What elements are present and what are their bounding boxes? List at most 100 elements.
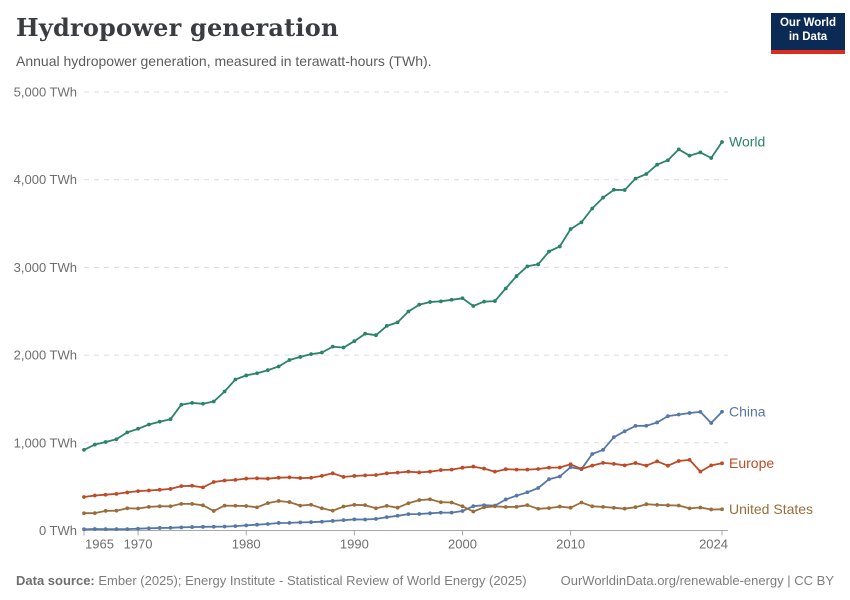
data-point — [146, 422, 151, 427]
data-point — [179, 484, 184, 489]
data-point — [406, 469, 411, 474]
data-point — [125, 506, 130, 511]
data-point — [374, 473, 378, 477]
data-point — [309, 475, 313, 480]
data-point — [720, 461, 724, 466]
y-axis-tick-label: 1,000 TWh — [14, 435, 77, 450]
data-point — [438, 468, 443, 472]
data-point — [503, 467, 508, 472]
x-axis-tick-label: 1990 — [340, 537, 369, 551]
chart-subtitle: Annual hydropower generation, measured i… — [16, 53, 432, 69]
data-point — [676, 147, 681, 152]
data-point — [709, 421, 714, 425]
data-point — [676, 503, 681, 508]
data-point — [168, 417, 173, 422]
data-point — [482, 466, 487, 471]
data-point — [622, 506, 627, 511]
footer-link[interactable]: OurWorldinData.org/renewable-energy | CC… — [560, 573, 834, 588]
data-point — [352, 502, 357, 507]
data-point — [547, 477, 551, 482]
data-point — [384, 515, 389, 520]
data-point — [666, 503, 670, 508]
data-point — [428, 300, 432, 304]
data-point — [222, 478, 227, 483]
series-label-europe[interactable]: Europe — [729, 455, 774, 471]
series-line-united-states[interactable] — [83, 498, 723, 515]
chart-svg: 0 TWh 1,000 TWh 2,000 TWh 3,000 TWh 4,000 TW… — [14, 85, 813, 552]
series-label-world[interactable]: World — [729, 133, 765, 149]
data-point — [265, 368, 270, 373]
data-point — [190, 400, 195, 405]
data-point — [265, 501, 270, 506]
data-point — [655, 502, 660, 507]
data-point — [92, 527, 97, 531]
data-point — [168, 487, 173, 491]
data-point — [547, 465, 551, 470]
data-point — [622, 429, 627, 434]
x-axis-tick-label: 2024 — [699, 537, 728, 551]
series-line-china[interactable] — [83, 410, 723, 531]
data-point — [92, 493, 97, 498]
data-point — [114, 527, 119, 532]
data-point — [298, 503, 303, 508]
data-point — [579, 467, 584, 471]
data-point — [601, 460, 605, 465]
data-point — [503, 497, 508, 502]
owid-logo[interactable]: Our World in Data — [771, 13, 845, 54]
data-point — [287, 520, 292, 525]
data-point — [644, 463, 649, 468]
data-point — [82, 448, 86, 452]
x-axis-tick-label: 2010 — [556, 537, 585, 551]
data-point — [633, 423, 638, 428]
data-point — [157, 487, 162, 492]
data-point — [255, 505, 259, 510]
data-point — [611, 187, 616, 192]
data-point — [687, 153, 692, 158]
data-point — [655, 162, 660, 167]
data-point — [417, 498, 422, 502]
data-point — [611, 505, 616, 510]
data-point — [384, 471, 389, 476]
data-point — [201, 524, 205, 529]
data-point — [406, 501, 411, 506]
data-point — [363, 473, 368, 478]
data-point — [568, 462, 573, 467]
data-point — [644, 423, 649, 428]
data-point — [136, 526, 140, 531]
series-label-united-states[interactable]: United States — [729, 501, 813, 517]
data-point — [201, 503, 205, 508]
data-point — [233, 524, 238, 529]
data-point — [233, 503, 238, 508]
data-point — [341, 345, 346, 350]
data-point — [395, 513, 400, 518]
data-point — [547, 506, 551, 511]
series-line-world[interactable] — [83, 141, 723, 451]
x-axis-tick-label: 2000 — [448, 537, 477, 551]
data-point — [525, 490, 530, 495]
data-point — [698, 505, 703, 510]
data-source-note: Data source: Ember (2025); Energy Instit… — [16, 573, 527, 588]
data-point — [557, 474, 562, 479]
data-point — [222, 389, 227, 394]
data-point — [222, 503, 227, 508]
y-axis-tick-label: 5,000 TWh — [14, 85, 77, 100]
data-point — [557, 504, 562, 509]
data-point — [92, 442, 97, 447]
data-point — [363, 331, 368, 336]
data-point — [201, 485, 205, 490]
data-point — [395, 505, 400, 510]
data-point — [211, 524, 216, 529]
x-axis-tick-label: 1965 — [85, 537, 114, 551]
data-point — [384, 323, 389, 328]
data-point — [395, 320, 400, 325]
data-point — [666, 158, 670, 163]
series-label-china[interactable]: China — [729, 403, 766, 419]
data-point — [265, 522, 270, 526]
data-point — [255, 522, 259, 527]
data-point — [352, 474, 357, 478]
data-point — [114, 492, 119, 496]
data-point — [601, 505, 605, 509]
data-point — [319, 350, 324, 355]
chart-area: 0 TWh 1,000 TWh 2,000 TWh 3,000 TWh 4,000 TW… — [0, 80, 850, 552]
